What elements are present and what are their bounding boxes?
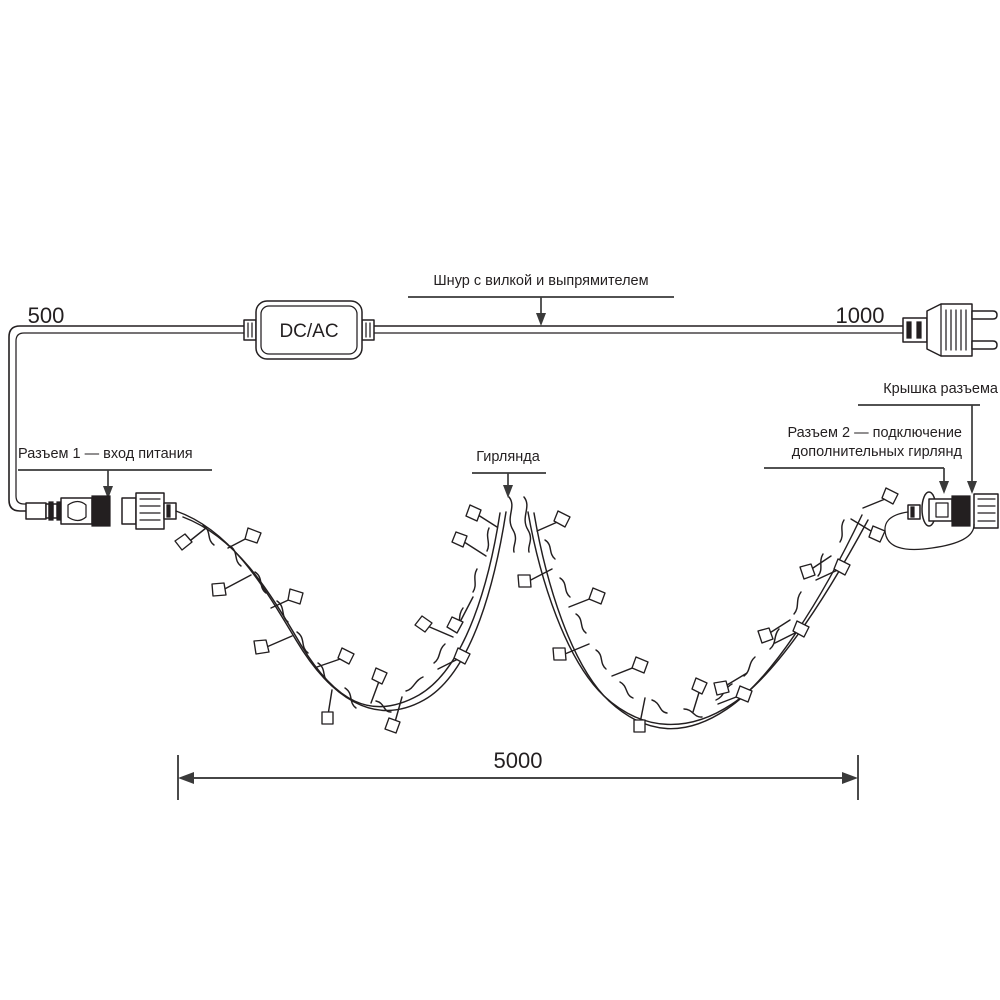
- garland-twists-right: [544, 519, 845, 718]
- led-bulb: [691, 677, 708, 713]
- dimension-5000-label: 5000: [494, 748, 543, 773]
- cord-callout-label: Шнур с вилкой и выпрямителем: [433, 273, 648, 289]
- led-bulb: [316, 647, 355, 668]
- led-bulb: [174, 527, 207, 551]
- power-cord-left-segment: [8, 325, 248, 512]
- led-bulb: [414, 615, 454, 638]
- cord-callout-leader: [408, 296, 674, 326]
- led-bulb: [451, 531, 487, 557]
- connector-cap: [973, 493, 999, 529]
- led-bulb: [211, 574, 252, 597]
- led-bulb: [611, 656, 649, 677]
- power-cord-right-segment: [371, 325, 906, 334]
- connector1-callout-label: Разъем 1 — вход питания: [18, 446, 193, 462]
- led-bulb: [774, 620, 810, 644]
- adapter-label: DC/AC: [279, 321, 338, 342]
- cap-callout-label: Крышка разъема: [883, 381, 999, 397]
- led-bulb: [517, 568, 553, 588]
- led-bulb: [536, 510, 571, 532]
- led-bulb: [552, 643, 590, 661]
- led-bulb: [384, 696, 403, 734]
- connector2-callout-label-line2: дополнительных гирлянд: [792, 444, 963, 460]
- cord-callout: Шнур с вилкой и выпрямителем: [433, 273, 648, 289]
- garland-callout-leader: [472, 472, 546, 498]
- led-bulb: [370, 667, 388, 704]
- led-bulb: [253, 635, 293, 655]
- led-bulb: [862, 487, 899, 509]
- dimension-500: 500: [28, 303, 65, 328]
- led-bulb: [717, 685, 753, 705]
- led-bulb: [227, 527, 262, 549]
- cap-callout: Крышка разъема: [883, 381, 999, 397]
- led-bulb: [633, 697, 646, 733]
- led-bulb: [465, 504, 498, 528]
- garland-twists-left: [202, 524, 490, 713]
- connector1-callout-leader: [18, 469, 212, 499]
- cap-callout-leader: [858, 404, 980, 494]
- dimension-1000: 1000: [836, 303, 885, 328]
- dimension-line-5000: 5000: [177, 748, 859, 800]
- led-bulb: [850, 518, 886, 543]
- led-bulb: [757, 619, 791, 644]
- led-bulb: [713, 672, 748, 696]
- led-garland-strand: [174, 487, 899, 734]
- garland-leds-left: [174, 504, 498, 734]
- connector2-callout-leader: [764, 467, 949, 494]
- connector2-callout-label-line1: Разъем 2 — подключение: [787, 425, 962, 441]
- led-bulb: [815, 558, 851, 581]
- connector2-callout: Разъем 2 — подключение дополнительных ги…: [787, 425, 962, 460]
- power-input-connector: [25, 492, 177, 530]
- led-bulb: [799, 555, 832, 580]
- led-bulb: [568, 587, 606, 608]
- dc-ac-rectifier-box: DC/AC: [243, 300, 375, 360]
- garland-leds-right: [517, 487, 899, 733]
- led-bulb: [321, 689, 334, 725]
- daisy-chain-connector: [884, 491, 999, 551]
- connector1-callout: Разъем 1 — вход питания: [18, 446, 193, 462]
- garland-callout-label: Гирлянда: [476, 449, 540, 465]
- led-bulb: [446, 596, 474, 634]
- led-bulb: [437, 647, 471, 670]
- mains-plug: [902, 303, 998, 357]
- led-bulb: [270, 588, 304, 609]
- garland-callout: Гирлянда: [476, 449, 540, 465]
